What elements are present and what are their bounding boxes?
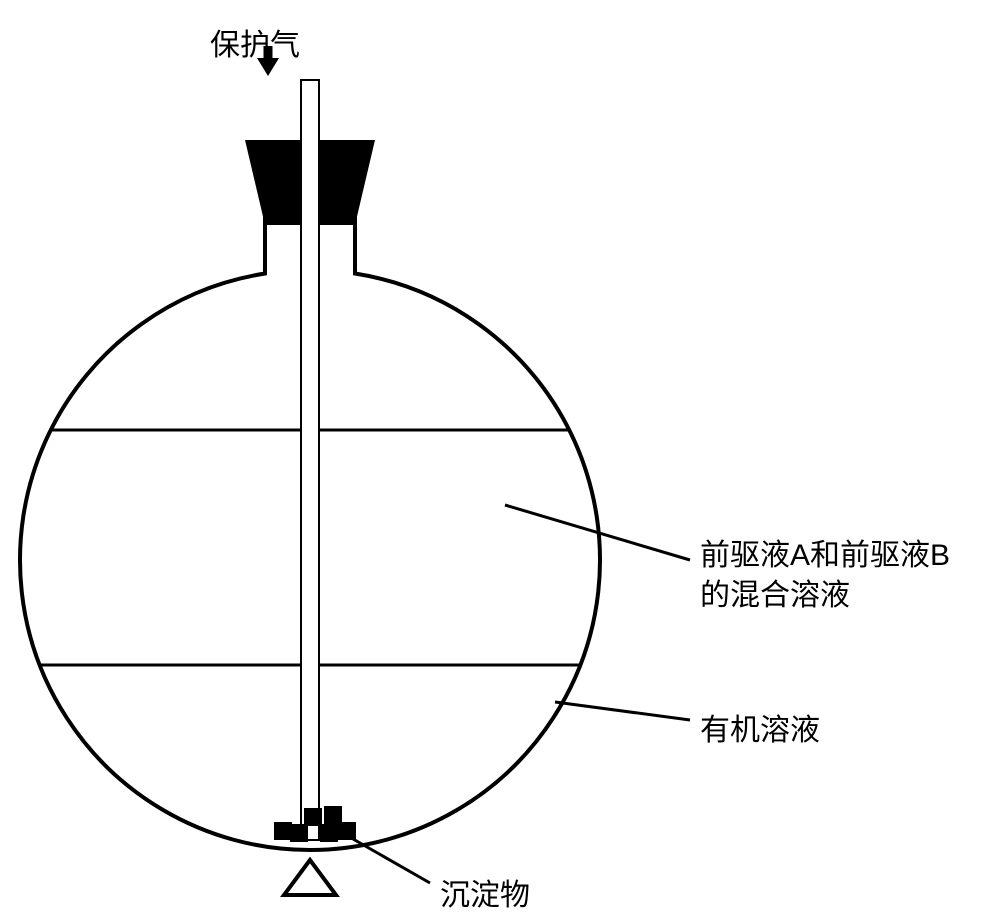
precipitate-block	[290, 824, 308, 842]
label-mixture-1: 前驱液A和前驱液B	[700, 530, 950, 574]
precipitate-block	[320, 824, 338, 842]
apparatus-diagram	[0, 0, 1000, 923]
gas-tube	[301, 80, 319, 840]
label-mixture-2: 的混合溶液	[700, 570, 850, 614]
label-sediment: 沉淀物	[440, 870, 530, 914]
precipitate-block	[338, 822, 356, 840]
precipitate-block	[324, 806, 342, 824]
label-gas: 保护气	[210, 20, 300, 64]
label-organic: 有机溶液	[700, 705, 820, 749]
leader-line	[555, 702, 690, 720]
leader-line	[353, 839, 430, 883]
precipitate-block	[304, 808, 322, 826]
precipitate-block	[274, 822, 292, 840]
heat-triangle-icon	[284, 860, 336, 895]
